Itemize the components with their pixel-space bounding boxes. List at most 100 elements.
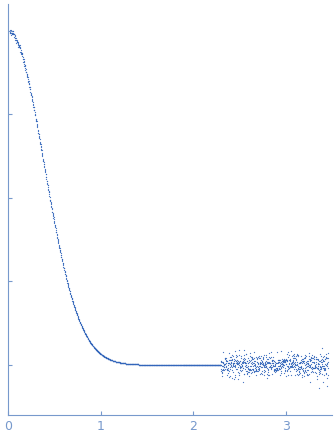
Point [197,361,202,368]
Point [105,355,111,362]
Point [38,143,44,150]
Point [75,313,81,320]
Point [219,373,224,380]
Point [91,343,96,350]
Point [202,361,208,368]
Point [288,363,293,370]
Point [91,343,96,350]
Point [17,43,23,50]
Point [72,303,77,310]
Point [262,361,267,368]
Point [224,357,229,364]
Point [258,360,263,367]
Point [135,361,140,368]
Point [73,308,79,315]
Point [78,319,83,326]
Point [274,366,279,373]
Point [258,370,264,377]
Point [125,360,131,367]
Point [93,346,98,353]
Point [135,361,140,368]
Point [60,258,65,265]
Point [232,348,238,355]
Point [307,355,313,362]
Point [238,361,243,368]
Point [61,265,67,272]
Point [251,360,256,367]
Point [156,361,161,368]
Point [246,367,251,374]
Point [265,366,271,373]
Point [81,328,87,335]
Point [166,361,171,368]
Point [87,338,92,345]
Point [316,361,321,368]
Point [70,298,76,305]
Point [282,356,287,363]
Point [289,358,294,365]
Point [222,354,227,361]
Point [270,360,275,367]
Point [39,146,44,153]
Point [308,369,313,376]
Point [259,358,264,365]
Point [46,189,52,196]
Point [199,361,205,368]
Point [173,361,179,368]
Point [36,130,41,137]
Point [218,358,224,365]
Point [165,361,170,368]
Point [203,361,208,368]
Point [83,332,89,339]
Point [305,366,310,373]
Point [323,355,328,362]
Point [265,369,271,376]
Point [49,205,54,212]
Point [225,362,231,369]
Point [134,361,139,368]
Point [188,361,193,368]
Point [92,344,97,351]
Point [239,353,244,360]
Point [267,360,272,367]
Point [104,354,110,361]
Point [177,361,182,368]
Point [263,362,268,369]
Point [98,350,103,357]
Point [231,359,236,366]
Point [306,358,311,365]
Point [207,361,213,368]
Point [145,361,151,368]
Point [285,354,291,361]
Point [286,371,291,378]
Point [280,362,286,369]
Point [296,370,301,377]
Point [291,358,296,365]
Point [296,359,301,366]
Point [263,358,268,365]
Point [64,277,70,284]
Point [230,361,236,368]
Point [154,361,159,368]
Point [221,361,226,368]
Point [152,361,157,368]
Point [239,358,245,365]
Point [217,361,222,368]
Point [196,361,201,368]
Point [138,361,143,368]
Point [235,359,240,366]
Point [288,357,293,364]
Point [245,369,250,376]
Point [142,361,148,368]
Point [15,42,21,49]
Point [312,368,318,375]
Point [111,357,117,364]
Point [235,359,241,366]
Point [223,359,228,366]
Point [162,361,167,368]
Point [264,358,269,365]
Point [131,361,136,368]
Point [62,269,68,276]
Point [235,352,240,359]
Point [291,350,297,357]
